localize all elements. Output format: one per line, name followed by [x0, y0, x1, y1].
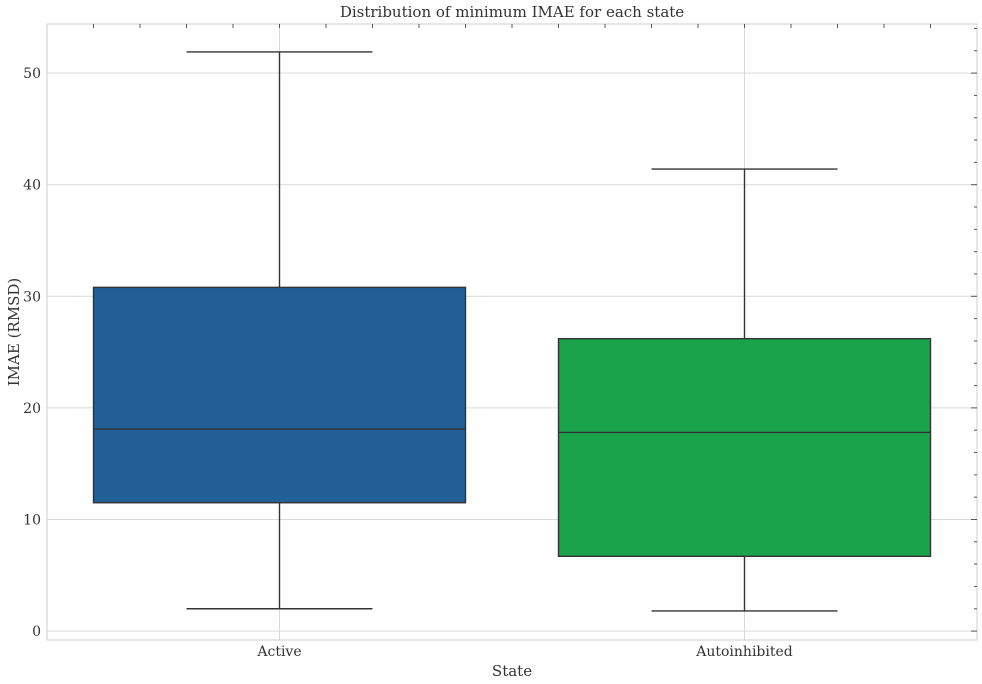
y-tick-label: 20 [23, 401, 41, 417]
box-active [92, 51, 467, 610]
y-tick-labels: 0 10 20 30 40 50 [23, 66, 41, 640]
minor-ticks [93, 24, 977, 632]
x-axis-label: State [492, 662, 532, 680]
y-tick-label: 0 [32, 624, 41, 640]
y-tick-label: 10 [23, 512, 41, 528]
box-autoinhibited [557, 168, 932, 612]
x-tick-label: Autoinhibited [695, 644, 793, 660]
x-tick-label: Active [256, 644, 301, 660]
y-axis-label: IMAE (RMSD) [5, 278, 23, 387]
boxes [92, 51, 932, 612]
y-tick-label: 30 [23, 289, 41, 305]
iqr-box [557, 337, 932, 558]
y-tick-label: 40 [23, 178, 41, 194]
x-tick-labels: Active Autoinhibited [256, 644, 792, 660]
chart-title: Distribution of minimum IMAE for each st… [340, 3, 684, 21]
iqr-box [92, 286, 467, 504]
y-tick-label: 50 [23, 66, 41, 82]
